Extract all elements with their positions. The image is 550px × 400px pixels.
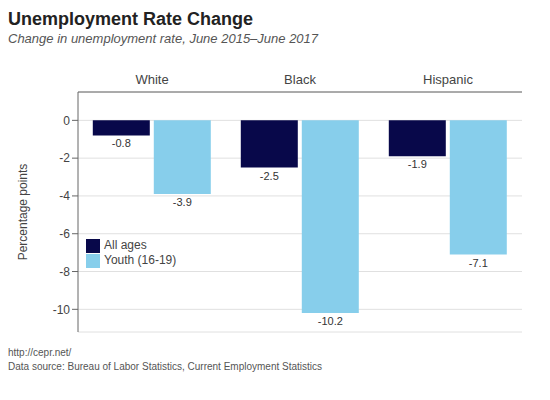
html-text:Youth (16-19): Youth (16-19) xyxy=(104,252,177,267)
html-text:http://cepr.net/: http://cepr.net/ xyxy=(8,347,72,358)
svg-text:-4: -4 xyxy=(59,189,70,203)
svg-text:-2.5: -2.5 xyxy=(260,170,279,182)
html-text:Change in unemployment rate, J: Change in unemployment rate, June 2015–J… xyxy=(8,31,319,46)
svg-text:-1.9: -1.9 xyxy=(408,158,427,170)
svg-text:-6: -6 xyxy=(59,227,70,241)
svg-text:-7.1: -7.1 xyxy=(469,257,488,269)
svg-text:Black: Black xyxy=(284,72,316,87)
svg-text:-3.9: -3.9 xyxy=(173,196,192,208)
svg-text:-10: -10 xyxy=(53,303,71,317)
svg-text:-10.2: -10.2 xyxy=(318,315,343,327)
svg-text:-0.8: -0.8 xyxy=(112,137,131,149)
svg-text:-8: -8 xyxy=(59,265,70,279)
svg-text:White: White xyxy=(135,72,168,87)
svg-text:Hispanic: Hispanic xyxy=(423,72,473,87)
svg-text:0: 0 xyxy=(63,114,70,128)
html-text:Unemployment Rate Change: Unemployment Rate Change xyxy=(8,9,253,29)
html-text:All ages: All ages xyxy=(104,238,147,252)
svg-text:-2: -2 xyxy=(59,151,70,165)
html-text:Data source: Bureau of Labor S: Data source: Bureau of Labor Statistics,… xyxy=(8,361,322,372)
svg-text:Percentage points: Percentage points xyxy=(16,164,30,261)
